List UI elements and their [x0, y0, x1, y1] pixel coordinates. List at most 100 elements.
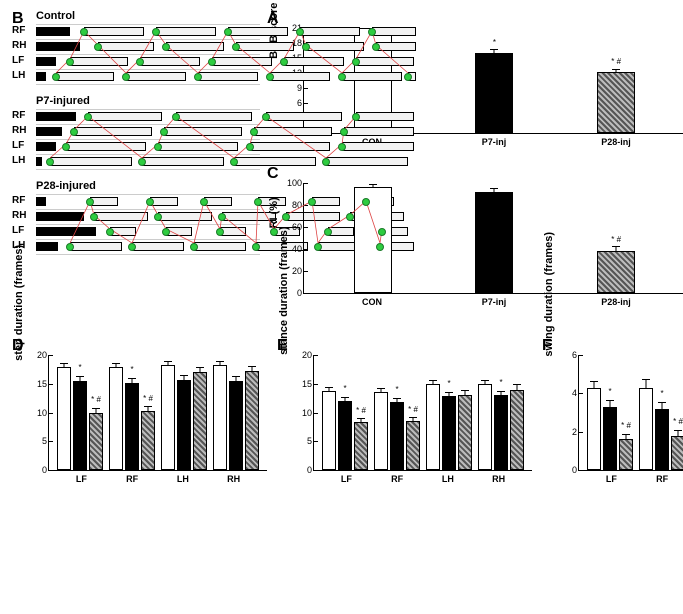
- bar-P28-inj: * #: [597, 28, 635, 133]
- bar: *: [494, 355, 508, 470]
- bar: *: [655, 355, 669, 470]
- bar: [587, 355, 601, 470]
- bar: [510, 355, 524, 470]
- gait-stance: [94, 212, 148, 221]
- bar: *: [338, 355, 352, 470]
- footfall-dot: [160, 128, 168, 136]
- lane-label: LH: [12, 70, 25, 81]
- lane-label: LH: [12, 155, 25, 166]
- bar-group-LH: *: [426, 355, 472, 470]
- x-label: P7-inj: [433, 137, 555, 147]
- footfall-dot: [216, 228, 224, 236]
- panel-d: D step duration (frames) 05101520 * * #: [10, 337, 267, 487]
- bar: [229, 355, 243, 470]
- footfall-dot: [252, 243, 260, 251]
- footfall-dot: [138, 158, 146, 166]
- footfall-dot: [280, 58, 288, 66]
- bar: [213, 355, 227, 470]
- gait-stance: [266, 112, 342, 121]
- bar: [57, 355, 71, 470]
- gait-stance: [194, 242, 246, 251]
- bar-group-RF: * * #: [639, 355, 683, 470]
- y-axis-label: step duration (frames): [13, 244, 25, 360]
- lane-label: RF: [12, 110, 25, 121]
- bar: * #: [89, 355, 103, 470]
- gait-stance: [88, 112, 162, 121]
- gait-stance: [70, 242, 122, 251]
- gait-stance: [372, 27, 416, 36]
- footfall-dot: [232, 43, 240, 51]
- footfall-dot: [324, 228, 332, 236]
- gait-stance: [204, 197, 232, 206]
- gait-stance: [36, 212, 84, 221]
- footfall-dot: [308, 198, 316, 206]
- gait-lane-LH: LH: [36, 239, 260, 255]
- footfall-dot: [154, 143, 162, 151]
- gait-stance: [126, 72, 186, 81]
- footfall-dot: [230, 158, 238, 166]
- gait-stance: [342, 142, 414, 151]
- gait-stance: [198, 72, 258, 81]
- gait-stance: [90, 197, 118, 206]
- bar-group-LF: * * #: [322, 355, 368, 470]
- footfall-dot: [352, 113, 360, 121]
- bar: *: [603, 355, 617, 470]
- x-label: RH: [208, 474, 259, 484]
- gait-stance: [140, 57, 200, 66]
- footfall-dot: [302, 43, 310, 51]
- x-label: LF: [586, 474, 637, 484]
- gait-section: Control RFRHLFLH: [10, 10, 260, 85]
- gait-stance: [236, 42, 294, 51]
- gait-stance: [36, 227, 96, 236]
- x-label: LF: [321, 474, 372, 484]
- gait-stance: [142, 157, 224, 166]
- footfall-dot: [62, 143, 70, 151]
- footfall-dot: [224, 28, 232, 36]
- gait-stance: [74, 127, 152, 136]
- x-label: P28-inj: [555, 297, 677, 307]
- gait-lane-RH: RH: [36, 39, 260, 54]
- bar: *: [442, 355, 456, 470]
- bar-group-LH: [161, 355, 207, 470]
- footfall-dot: [352, 58, 360, 66]
- footfall-dot: [84, 113, 92, 121]
- gait-stance: [250, 142, 330, 151]
- gait-stance: [164, 127, 242, 136]
- footfall-dot: [250, 128, 258, 136]
- panel-c: C RI (%) 020406080100 * # CONP7-injP28-i…: [265, 165, 683, 310]
- gait-stance: [36, 242, 58, 251]
- footfall-dot: [70, 128, 78, 136]
- footfall-dot: [262, 113, 270, 121]
- gait-stance: [176, 112, 252, 121]
- gait-stance: [158, 142, 238, 151]
- bar-group-LF: * * #: [587, 355, 633, 470]
- footfall-dot: [46, 158, 54, 166]
- gait-stance: [36, 127, 62, 136]
- lane-label: RH: [12, 40, 26, 51]
- panel-e: E stance duration (frames) 05101520 * * …: [275, 337, 532, 487]
- gait-stance: [84, 27, 144, 36]
- gait-lane-RH: RH: [36, 209, 260, 224]
- gait-title: P7-injured: [36, 95, 260, 107]
- bar: * #: [354, 355, 368, 470]
- bar: [193, 355, 207, 470]
- figure-grid: A BBB score 036912151821 * * # CONP7-inj…: [10, 10, 673, 487]
- bar-group-RF: * * #: [109, 355, 155, 470]
- x-label: CON: [311, 297, 433, 307]
- gait-lane-LH: LH: [36, 154, 260, 170]
- gait-stance: [156, 27, 216, 36]
- bar-group-RH: [213, 355, 259, 470]
- footfall-dot: [94, 43, 102, 51]
- gait-section: P28-injured RFRHLFLH: [10, 180, 260, 255]
- gait-stance: [50, 157, 132, 166]
- footfall-dot: [66, 58, 74, 66]
- footfall-dot: [90, 213, 98, 221]
- bar: [478, 355, 492, 470]
- lane-label: RH: [12, 125, 26, 136]
- gait-stance: [56, 72, 114, 81]
- x-label: P28-inj: [555, 137, 677, 147]
- footfall-dot: [296, 28, 304, 36]
- y-axis-label: stance duration (frames): [278, 226, 290, 354]
- panel-f: F swing duration (frames) 0246 * * #: [540, 337, 683, 487]
- footfall-dot: [136, 58, 144, 66]
